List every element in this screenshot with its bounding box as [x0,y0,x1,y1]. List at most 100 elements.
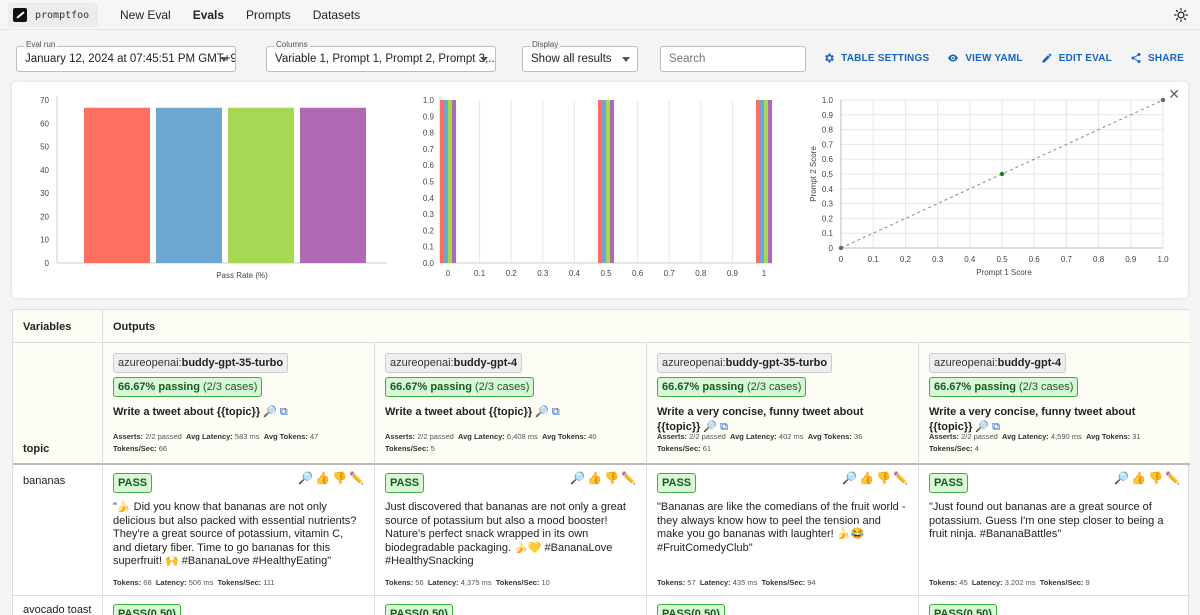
magnifier-icon[interactable]: 🔎 [975,421,990,433]
edit-eval-button[interactable]: EDIT EVAL [1041,52,1112,64]
output-actions: 🔎👍👎✏️ [570,471,638,485]
thumbs-down-icon[interactable]: 👎 [604,471,622,485]
pass-badge: PASS [929,473,969,493]
eval-run-select[interactable]: January 12, 2024 at 07:45:51 PM GMT+9 Ev… [16,40,236,72]
table-row-variable: avocado toast [13,596,103,615]
magnifier-icon[interactable]: 🔎 [1114,471,1132,485]
pencil-icon[interactable]: ✏️ [893,471,910,485]
output-cell[interactable]: PASS 🔎👍👎✏️ "🍌 Did you know that bananas … [103,465,375,596]
x-tick-label: 0.4 [569,269,581,278]
variable-column-header: topic [13,343,103,465]
output-cell[interactable]: PASS(0.50) [375,596,647,615]
main-nav: New Eval Evals Prompts Datasets [120,0,360,30]
chevron-down-icon [220,57,228,62]
output-text: "Bananas are like the comedians of the f… [657,501,906,554]
pass-rate-badge: 66.67% passing (2/3 cases) [657,377,807,397]
table-settings-button[interactable]: TABLE SETTINGS [823,52,929,64]
output-cell[interactable]: PASS(0.50) [103,596,375,615]
columns-value[interactable]: Variable 1, Prompt 1, Prompt 2, Prompt 3… [266,46,496,72]
x-tick-label: 0.6 [1029,255,1041,264]
x-tick-label: 0.6 [632,269,644,278]
open-in-new-icon[interactable]: ⧉ [720,421,728,433]
y-tick-label: 20 [40,212,49,221]
histogram-bar [756,100,760,263]
magnifier-icon[interactable]: 🔎 [703,421,718,433]
output-cell[interactable]: PASS 🔎👍👎✏️ "Just found out bananas are a… [919,465,1190,596]
y-tick-label: 0.2 [423,226,435,235]
x-tick-label: 0.1 [474,269,486,278]
nav-evals[interactable]: Evals [192,8,225,22]
y-tick-label: 70 [40,96,49,105]
sun-icon[interactable] [1174,8,1188,22]
magnifier-icon[interactable]: 🔎 [535,406,549,418]
magnifier-icon[interactable]: 🔎 [570,471,588,485]
share-button[interactable]: SHARE [1130,52,1184,64]
y-tick-label: 0.9 [822,111,834,120]
view-yaml-label: VIEW YAML [965,52,1023,64]
thumbs-up-icon[interactable]: 👍 [587,471,605,485]
pencil-icon[interactable]: ✏️ [621,471,638,485]
histogram-bar [610,100,614,263]
y-tick-label: 0.6 [423,161,435,170]
nav-new-eval[interactable]: New Eval [120,8,171,22]
y-tick-label: 50 [40,143,49,152]
thumbs-down-icon[interactable]: 👎 [1148,471,1166,485]
y-tick-label: 0.6 [822,155,834,164]
pass-rate-badge: 66.67% passing (2/3 cases) [113,377,263,397]
edit-eval-label: EDIT EVAL [1058,52,1112,64]
output-cell[interactable]: PASS(0.50) [647,596,919,615]
output-cell[interactable]: PASS 🔎👍👎✏️ Just discovered that bananas … [375,465,647,596]
view-yaml-button[interactable]: VIEW YAML [947,52,1022,64]
magnifier-icon[interactable]: 🔎 [298,471,316,485]
histogram-bar [444,100,448,263]
output-actions: 🔎👍👎✏️ [1114,471,1182,485]
thumbs-up-icon[interactable]: 👍 [1131,471,1149,485]
output-stats: Tokens: 45 Latency: 3,202 ms Tokens/Sec:… [929,578,1090,587]
score-scatter-chart: 0 0.1 0.2 0.3 0.4 0.5 0.6 0.7 0.8 0.9 1.0 0 0.1 0.2 0.… [809,96,1169,277]
close-icon[interactable]: ✕ [1168,86,1180,102]
eval-run-value[interactable]: January 12, 2024 at 07:45:51 PM GMT+9 [16,46,236,72]
x-tick-label: 0 [446,269,451,278]
y-tick-label: 0.2 [822,214,834,223]
columns-label: Columns [274,40,310,49]
pass-badge: PASS(0.50) [929,604,997,615]
open-in-new-icon[interactable]: ⧉ [279,406,288,418]
search-input[interactable] [660,46,806,72]
open-in-new-icon[interactable]: ⧉ [551,406,560,418]
eye-icon [948,54,959,62]
x-tick-label: 1.0 [1157,255,1169,264]
table-settings-label: TABLE SETTINGS [841,52,930,64]
magnifier-icon[interactable]: 🔎 [263,406,277,418]
promptfoo-logo-icon [13,8,27,22]
output-cell[interactable]: PASS(0.50) [919,596,1190,615]
x-tick-label: 0.8 [1093,255,1105,264]
x-tick-label: 0.8 [695,269,707,278]
nav-datasets[interactable]: Datasets [312,8,361,22]
thumbs-up-icon[interactable]: 👍 [859,471,877,485]
display-value[interactable]: Show all results [522,46,638,72]
columns-select[interactable]: Variable 1, Prompt 1, Prompt 2, Prompt 3… [266,40,496,72]
thumbs-down-icon[interactable]: 👎 [332,471,350,485]
x-tick-label: 0.4 [964,255,976,264]
histogram-bar [448,100,452,263]
diagonal-reference-line [840,99,1164,249]
pencil-icon[interactable]: ✏️ [1165,471,1182,485]
pass-rate-bar-chart: 0 10 20 30 40 50 60 70 Pass Rate (%) [40,96,387,280]
x-tick-label: 0.2 [506,269,518,278]
x-tick-label: 0.3 [537,269,549,278]
pass-rate-bar [228,107,294,263]
logo[interactable]: promptfoo [8,3,98,27]
thumbs-up-icon[interactable]: 👍 [315,471,333,485]
display-select[interactable]: Show all results Display [522,40,638,72]
nav-prompts[interactable]: Prompts [246,8,291,22]
open-in-new-icon[interactable]: ⧉ [992,421,1000,433]
pass-rate-bar [156,107,222,263]
magnifier-icon[interactable]: 🔎 [842,471,860,485]
logo-text: promptfoo [35,9,90,21]
thumbs-down-icon[interactable]: 👎 [876,471,894,485]
y-tick-label: 0.3 [423,210,435,219]
output-cell[interactable]: PASS 🔎👍👎✏️ "Bananas are like the comedia… [647,465,919,596]
pencil-icon[interactable]: ✏️ [349,471,366,485]
x-tick-label: 0.2 [900,255,912,264]
pass-rate-bar [300,107,366,263]
